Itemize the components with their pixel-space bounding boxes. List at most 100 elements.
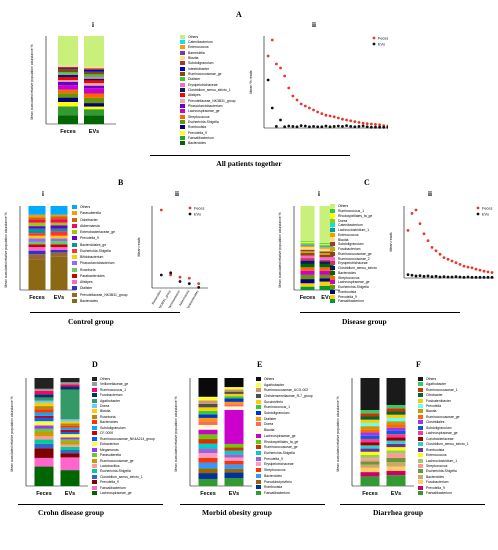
legend-swatch xyxy=(180,98,185,103)
legend-item: Veillonellaceae_ge xyxy=(92,381,155,387)
legend-swatch xyxy=(92,485,97,490)
point-feces xyxy=(378,123,382,127)
bar-segment-evs-1 xyxy=(386,405,406,409)
legend-label: Prevotella_9 xyxy=(338,294,357,299)
bar-segment-feces-14 xyxy=(300,263,315,268)
legend-item: Escherichia-Shigella xyxy=(330,285,377,290)
legend-swatch xyxy=(92,376,97,381)
legend-label: Blautia xyxy=(426,409,437,414)
legend-label: Veillonellaceae_ge xyxy=(100,382,129,387)
legend-swatch xyxy=(180,77,185,82)
bar-segment-evs-19 xyxy=(224,472,244,479)
bar-segment-evs-15 xyxy=(60,441,80,445)
legend-label-evs: EVs xyxy=(482,212,489,216)
bar-segment-evs-5 xyxy=(84,68,104,70)
bar-segment-evs-13 xyxy=(319,261,334,264)
bar-segment-evs-8 xyxy=(224,404,244,407)
legend-item: Erysipelotrichaceae xyxy=(180,82,236,87)
bar-segment-evs-13 xyxy=(50,249,68,253)
legend-swatch xyxy=(418,442,423,447)
bar-segment-evs-1 xyxy=(60,382,80,385)
bar-segment-feces-19 xyxy=(300,283,315,287)
legend-label: Christensenellaceae_R-7_group xyxy=(264,393,313,398)
point-feces xyxy=(266,54,270,58)
legend-item: Enterococcus xyxy=(418,452,469,458)
bar-segment-feces-16 xyxy=(300,270,315,275)
legend-label: Subdoligranulum xyxy=(100,425,126,430)
y-axis-label: Mean reads xyxy=(389,232,393,251)
point-evs xyxy=(357,125,361,128)
legend-swatch xyxy=(330,247,335,252)
bar-segment-evs-12 xyxy=(50,247,68,250)
legend-item: Lachnospiraceae_ge xyxy=(330,280,377,285)
panel-letter-e: E xyxy=(257,360,263,369)
legend-item: Roseburia xyxy=(72,267,128,273)
bar-segment-feces-17 xyxy=(300,274,315,280)
legend-label: Streptococcus xyxy=(426,463,448,468)
bar-segment-feces-13 xyxy=(58,81,78,86)
bar-segment-feces-14 xyxy=(58,85,78,90)
legend-item: Clostridiales xyxy=(418,420,469,425)
legend-swatch xyxy=(330,218,335,223)
legend-item: Dorea xyxy=(92,403,155,408)
panel-letter-a: A xyxy=(236,10,242,19)
bar-segment-feces-18 xyxy=(300,279,315,284)
legend-swatch xyxy=(180,93,185,98)
bar-segment-feces-19 xyxy=(34,448,54,458)
point-evs xyxy=(450,275,454,279)
legend-label: Blautia xyxy=(188,55,199,60)
legend-item: Odoribacter xyxy=(72,217,128,223)
legend-item: Others xyxy=(256,376,313,382)
legend-label: Alistipes xyxy=(80,280,93,285)
legend-swatch xyxy=(256,411,261,416)
bar-segment-evs-10 xyxy=(84,78,104,81)
legend-item: Alistipes xyxy=(180,93,236,98)
bar-segment-evs-10 xyxy=(386,434,406,438)
bar-segment-feces-16 xyxy=(198,457,218,463)
legend-label: Lachnospiraceae_ge xyxy=(426,431,458,436)
point-evs xyxy=(341,125,344,128)
legend-item: Blautia xyxy=(418,409,469,414)
bar-segment-evs-10 xyxy=(60,429,80,432)
legend-swatch xyxy=(180,135,185,140)
legend-label: Eubacterium xyxy=(100,442,120,447)
bar-segment-feces-20 xyxy=(58,115,78,124)
legend-label: Dialister xyxy=(264,416,277,421)
bar-segment-evs-21 xyxy=(386,475,406,486)
legend-swatch xyxy=(418,376,423,381)
bar-segment-feces-0 xyxy=(198,378,218,397)
bar-segment-feces-4 xyxy=(300,243,315,245)
point-feces xyxy=(287,86,291,90)
bar-segment-evs-9 xyxy=(60,427,80,430)
legend-item: Lachnoclostridium_1 xyxy=(418,458,469,463)
legend-label: Fusicatenibacter xyxy=(426,398,451,403)
legend-item: Fusobacterium xyxy=(418,480,469,485)
legend-item: Intestinibacter xyxy=(180,66,236,71)
x-tick-label-feces: Feces xyxy=(200,491,216,497)
legend-swatch xyxy=(72,298,77,303)
legend-label: Subdoligranulum xyxy=(264,411,290,416)
bar-segment-feces-8 xyxy=(28,235,46,239)
legend-label: Lachnoclostridium_1 xyxy=(338,228,370,233)
bar-segment-feces-5 xyxy=(198,410,218,415)
legend-swatch xyxy=(92,480,97,485)
legend-swatch xyxy=(92,474,97,479)
legend-swatch xyxy=(418,398,423,403)
x-tick-label-evs: EVs xyxy=(321,295,331,301)
bar-segment-evs-8 xyxy=(84,74,104,77)
legend-label: Catenibacterium xyxy=(188,39,213,44)
legend-label: Agathobacter xyxy=(100,398,121,403)
legend-label: Streptococcus xyxy=(264,468,286,473)
bar-segment-feces-8 xyxy=(34,409,54,413)
legend-swatch xyxy=(72,211,77,216)
legend-swatch xyxy=(418,414,423,419)
point-evs xyxy=(320,125,324,129)
legend-item: Lachnospiraceae_ge xyxy=(418,431,469,436)
legend-label: Odoribacter xyxy=(80,217,98,222)
legend-label: Pseudobutyrivibrio xyxy=(264,479,292,484)
legend-label-feces: Feces xyxy=(378,36,388,40)
point-feces xyxy=(365,122,369,125)
legend-swatch xyxy=(180,39,185,44)
point-feces xyxy=(438,252,442,256)
point-feces xyxy=(295,98,299,102)
